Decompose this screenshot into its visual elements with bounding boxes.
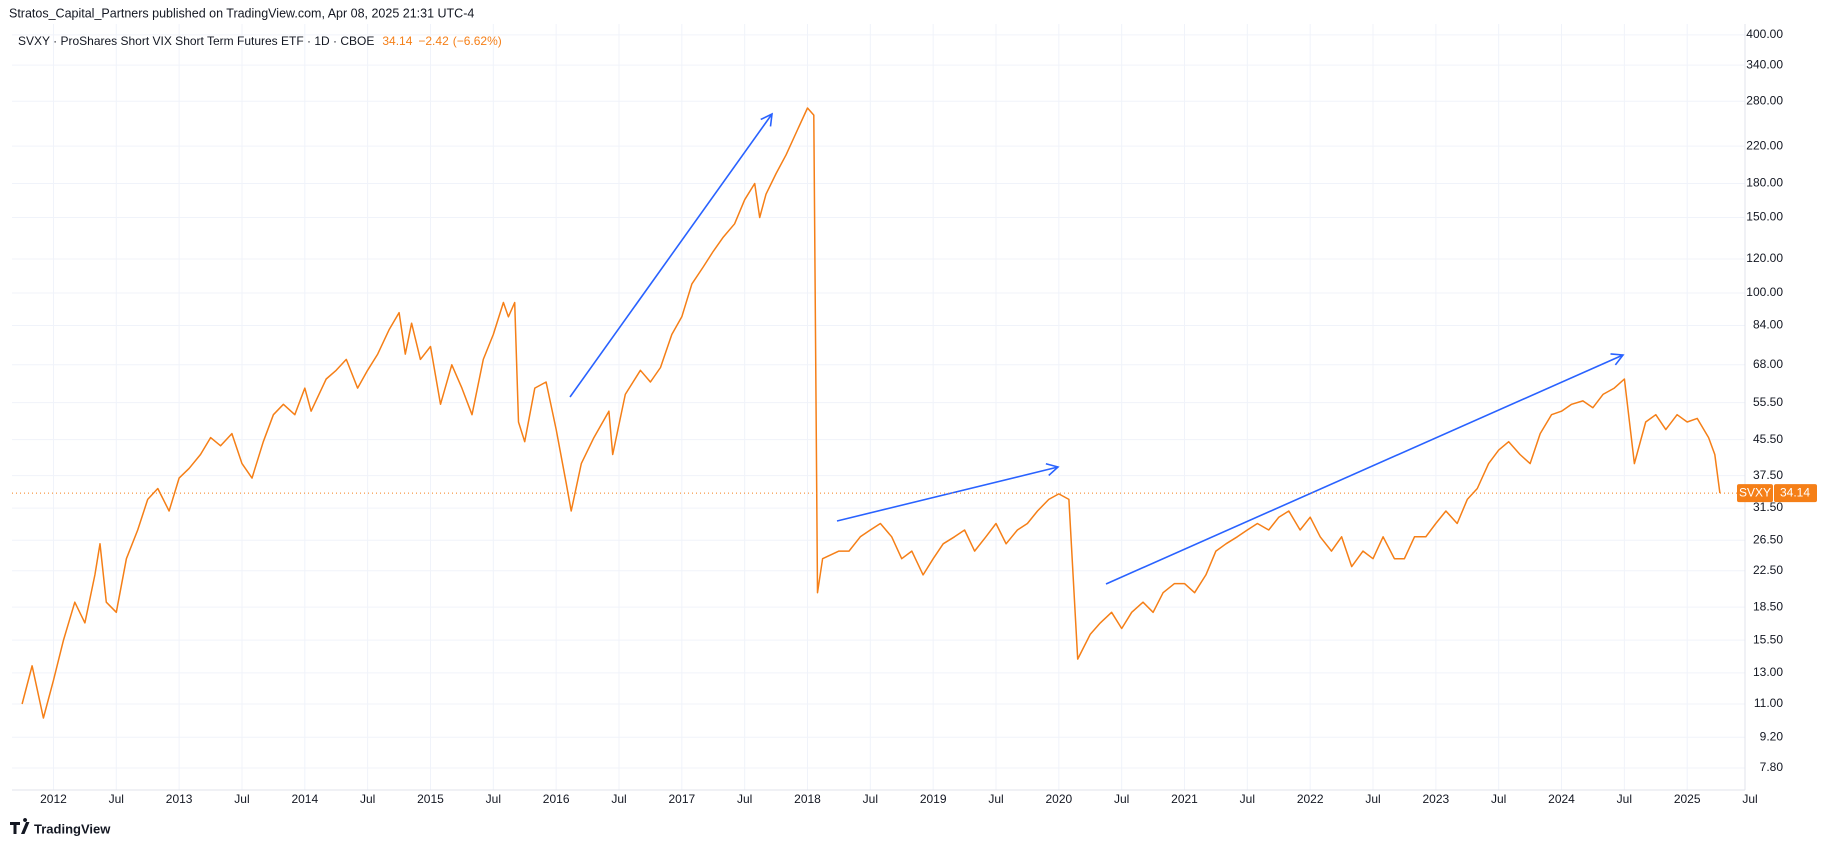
y-tick-label: 15.50 [1753,632,1783,646]
x-tick-label: Jul [1114,792,1129,806]
y-tick-label: 180.00 [1746,176,1783,190]
y-tick-label: 120.00 [1746,251,1783,265]
x-tick-label: 2017 [668,792,695,806]
trend-arrow [1105,353,1625,585]
price-line [21,107,1721,719]
x-tick-label: 2018 [794,792,821,806]
x-tick-label: Jul [1240,792,1255,806]
legend: SVXY · ProShares Short VIX Short Term Fu… [18,34,502,48]
x-tick-label: Jul [1742,792,1757,806]
y-tick-label: 220.00 [1746,138,1783,152]
y-tick-label: 18.50 [1753,599,1783,613]
x-tick-label: 2019 [920,792,947,806]
trend-arrow [569,112,773,398]
legend-change-pct: (−6.62%) [453,34,502,48]
x-tick-label: Jul [1365,792,1380,806]
badge-symbol: SVXY [1739,485,1771,499]
legend-last: 34.14 [382,34,412,48]
x-tick-label: 2012 [40,792,67,806]
x-tick-label: 2020 [1045,792,1072,806]
y-tick-label: 55.50 [1753,395,1783,409]
x-tick-label: 2021 [1171,792,1198,806]
x-tick-label: Jul [988,792,1003,806]
x-tick-label: 2014 [291,792,318,806]
x-tick-label: Jul [486,792,501,806]
x-tick-label: Jul [611,792,626,806]
y-tick-label: 7.80 [1760,760,1784,774]
x-tick-label: Jul [737,792,752,806]
x-tick-label: 2025 [1674,792,1701,806]
plot [12,107,1745,719]
header: Stratos_Capital_Partners published on Tr… [9,6,474,20]
y-tick-label: 84.00 [1753,318,1783,332]
x-tick-label: Jul [234,792,249,806]
y-tick-label: 150.00 [1746,210,1783,224]
y-tick-label: 22.50 [1753,563,1783,577]
x-tick-label: Jul [863,792,878,806]
trend-arrow [836,463,1060,522]
y-tick-label: 31.50 [1753,500,1783,514]
y-tick-label: 280.00 [1746,93,1783,107]
badge-price: 34.14 [1780,485,1810,499]
y-tick-label: 37.50 [1753,468,1783,482]
x-tick-label: Jul [360,792,375,806]
x-tick-label: Jul [1491,792,1506,806]
x-tick-label: 2013 [166,792,193,806]
footer: TradingView [34,821,111,836]
y-tick-label: 26.50 [1753,532,1783,546]
y-tick-label: 9.20 [1760,729,1784,743]
y-tick-label: 68.00 [1753,357,1783,371]
badge-price-box [1774,484,1817,503]
x-tick-label: Jul [109,792,124,806]
y-tick-label: 100.00 [1746,285,1783,299]
y-tick-label: 340.00 [1746,57,1783,71]
legend-change: −2.42 [418,34,449,48]
grid [12,24,1745,790]
x-tick-label: 2015 [417,792,444,806]
x-tick-label: 2016 [543,792,570,806]
y-tick-label: 45.50 [1753,432,1783,446]
y-tick-label: 13.00 [1753,665,1783,679]
x-tick-label: 2023 [1422,792,1449,806]
legend-symbol: SVXY · ProShares Short VIX Short Term Fu… [18,34,374,48]
x-tick-label: 2022 [1297,792,1324,806]
y-tick-label: 11.00 [1754,696,1783,710]
footer-logo [10,818,30,834]
badge-symbol-box [1737,484,1773,503]
x-tick-label: 2024 [1548,792,1575,806]
x-tick-label: Jul [1617,792,1632,806]
y-tick-label: 400.00 [1746,27,1783,41]
